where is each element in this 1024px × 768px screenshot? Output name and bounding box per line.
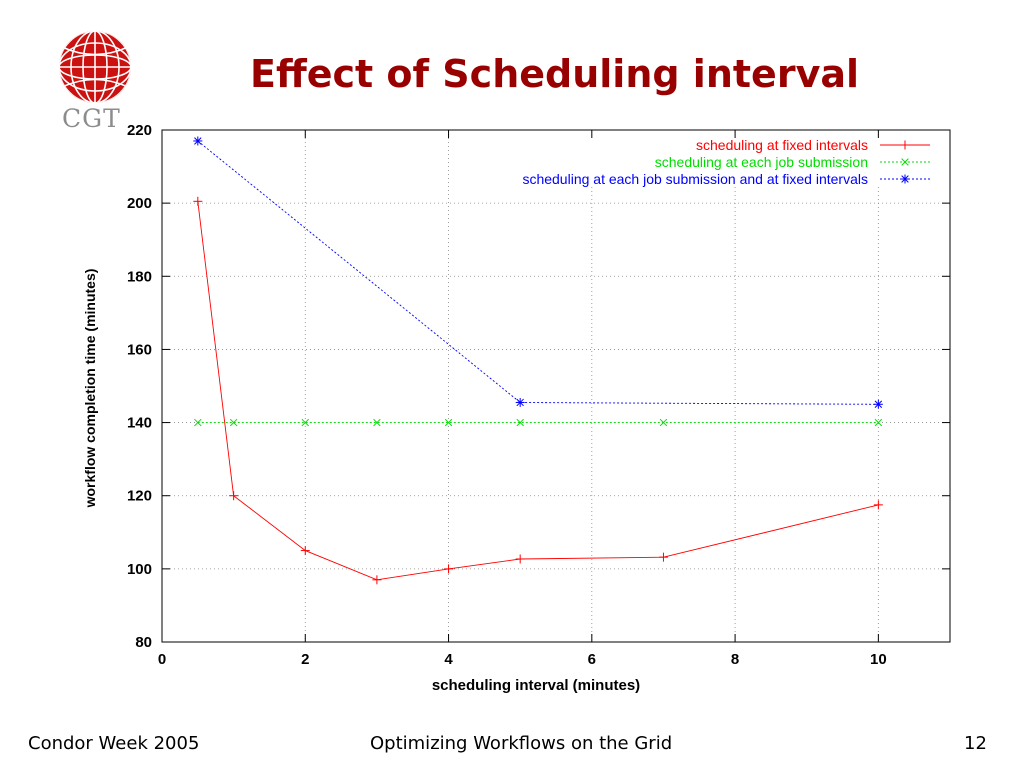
- data-point: [901, 158, 909, 166]
- cgt-logo-globe-icon: [59, 31, 131, 103]
- logo-text: CGT: [62, 104, 121, 133]
- data-point: [229, 491, 239, 501]
- series-line: [197, 140, 879, 405]
- legend: scheduling at fixed intervalsscheduling …: [522, 137, 930, 187]
- legend-label: scheduling at each job submission and at…: [522, 171, 868, 187]
- x-tick-label: 4: [444, 651, 453, 668]
- data-point: [900, 140, 910, 150]
- page-number: 12: [964, 733, 987, 754]
- x-tick-label: 6: [588, 651, 596, 668]
- series: [193, 196, 883, 585]
- data-point: [873, 399, 883, 409]
- legend-label: scheduling at each job submission: [655, 154, 868, 170]
- grid: [162, 130, 950, 642]
- data-point: [372, 575, 382, 585]
- data-point: [873, 500, 883, 510]
- y-tick-label: 200: [127, 195, 152, 212]
- data-point: [515, 397, 525, 407]
- y-axis-label: workflow completion time (minutes): [82, 269, 98, 509]
- legend-label: scheduling at fixed intervals: [696, 137, 868, 153]
- y-tick-label: 120: [127, 488, 152, 505]
- series-group: [193, 136, 883, 585]
- series-line: [197, 201, 879, 581]
- y-tick-label: 100: [127, 561, 152, 578]
- data-point: [516, 418, 524, 427]
- data-point: [659, 418, 668, 427]
- y-tick-label: 220: [127, 122, 152, 139]
- footer-left-text: Condor Week 2005: [28, 733, 200, 754]
- series: [194, 418, 883, 427]
- data-point: [194, 418, 202, 427]
- data-point: [193, 136, 203, 146]
- data-point: [301, 418, 310, 427]
- data-point: [515, 554, 525, 564]
- x-axis-label: scheduling interval (minutes): [432, 677, 640, 694]
- x-tick-label: 8: [731, 651, 739, 668]
- x-tick-label: 10: [870, 651, 887, 668]
- footer-center-text: Optimizing Workflows on the Grid: [370, 733, 673, 754]
- y-tick-label: 180: [127, 268, 152, 285]
- x-tick-label: 0: [158, 651, 166, 668]
- slide-title: Effect of Scheduling interval: [250, 52, 860, 96]
- data-point: [658, 552, 668, 562]
- data-point: [444, 564, 454, 574]
- axis-ticks: 80 100 120 140 160 180 200 220 0 2 4 6 8 10: [127, 122, 950, 668]
- data-point: [300, 546, 310, 556]
- y-tick-label: 140: [127, 415, 152, 432]
- plot-frame: [161, 129, 951, 643]
- data-point: [373, 418, 381, 427]
- y-tick-label: 80: [135, 634, 152, 651]
- data-point: [874, 418, 883, 427]
- x-tick-label: 2: [301, 651, 309, 668]
- data-point: [229, 418, 238, 427]
- series: [193, 136, 883, 409]
- y-tick-label: 160: [127, 341, 152, 358]
- data-point: [444, 418, 453, 427]
- data-point: [193, 196, 203, 206]
- data-point: [900, 174, 910, 184]
